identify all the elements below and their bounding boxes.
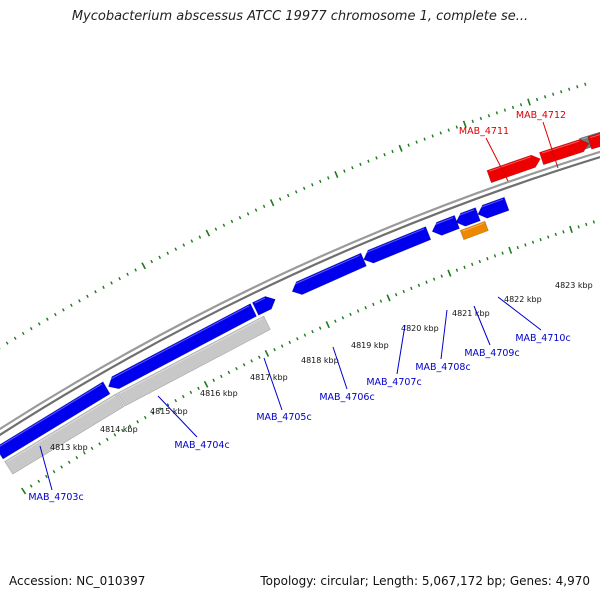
gene-label-text: MAB_4706c [319, 392, 374, 403]
feature-mab-4703c[interactable] [0, 381, 111, 460]
gene-label-mab-4709c[interactable]: MAB_4709c [464, 305, 520, 359]
outer-tick-ring [0, 82, 587, 350]
tick-label: 4814 kbp [100, 425, 138, 434]
feature-mab-4705c[interactable] [251, 296, 276, 316]
tick-label: 4820 kbp [401, 324, 439, 333]
feature-mab-4711[interactable] [486, 154, 541, 184]
gene-label-text: MAB_4703c [28, 492, 83, 503]
tick-label: 4823 kbp [555, 281, 593, 290]
tick-label: 4816 kbp [200, 389, 238, 398]
tick-label: 4818 kbp [301, 356, 339, 365]
inner-tick-ring [21, 220, 595, 495]
gene-label-mab-4708c[interactable]: MAB_4708c [415, 309, 471, 373]
gene-label-mab-4706c[interactable]: MAB_4706c [319, 346, 375, 403]
feature-mab-4708c[interactable] [431, 215, 460, 236]
gene-label-text: MAB_4711 [459, 126, 509, 137]
gene-label-text: MAB_4710c [515, 333, 570, 344]
gene-label-mab-4703c[interactable]: MAB_4703c [28, 445, 84, 503]
gene-label-mab-4704c[interactable]: MAB_4704c [157, 395, 230, 451]
feature-mab-4707c[interactable] [363, 226, 432, 264]
feature-light-gray-2[interactable] [116, 315, 271, 407]
feature-mab-4710c[interactable] [477, 196, 510, 219]
gene-label-text: MAB_4707c [366, 377, 421, 388]
tick-label: 4813 kbp [50, 443, 88, 452]
feature-mab-4709c[interactable] [455, 207, 481, 227]
genome-backbone [0, 150, 600, 437]
feature-mab-4706c[interactable] [291, 252, 367, 295]
accession-text: Accession: NC_010397 [9, 574, 146, 588]
feature-mab-4713-partial[interactable] [587, 132, 600, 150]
feature-mab-4704c[interactable] [107, 303, 257, 390]
gene-label-text: MAB_4709c [464, 348, 519, 359]
feature-light-gray-1[interactable] [4, 393, 125, 475]
gene-label-mab-4707c[interactable]: MAB_4707c [366, 324, 422, 388]
genome-summary-text: Topology: circular; Length: 5,067,172 bp… [260, 574, 590, 588]
tick-label: 4817 kbp [250, 373, 288, 382]
gene-label-mab-4711[interactable]: MAB_4711 [459, 126, 509, 182]
map-title: Mycobacterium abscessus ATCC 19977 chrom… [71, 9, 529, 24]
tick-label: 4815 kbp [150, 407, 188, 416]
gene-label-text: MAB_4708c [415, 362, 470, 373]
gene-label-mab-4712[interactable]: MAB_4712 [516, 110, 566, 169]
tick-label: 4821 kbp [452, 309, 490, 318]
gene-label-text: MAB_4705c [256, 412, 311, 423]
tick-label: 4819 kbp [351, 341, 389, 350]
feature-orange[interactable] [459, 220, 489, 241]
gene-label-mab-4705c[interactable]: MAB_4705c [256, 357, 312, 423]
tick-label: 4822 kbp [504, 295, 542, 304]
gene-label-mab-4710c[interactable]: MAB_4710c [497, 296, 571, 344]
gene-label-text: MAB_4704c [174, 440, 229, 451]
feature-mab-4712[interactable] [539, 139, 590, 166]
gene-label-text: MAB_4712 [516, 110, 566, 121]
